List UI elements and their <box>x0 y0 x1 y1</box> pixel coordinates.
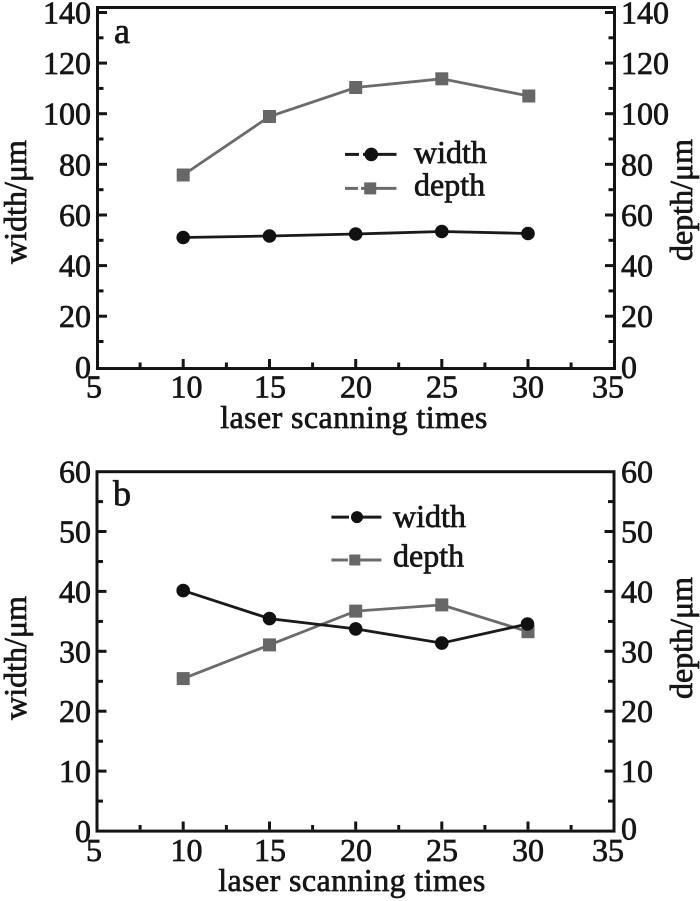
svg-text:60: 60 <box>621 197 653 233</box>
svg-text:depth: depth <box>414 167 485 203</box>
svg-text:60: 60 <box>621 454 653 490</box>
svg-text:0: 0 <box>75 813 91 849</box>
svg-text:10: 10 <box>621 753 653 789</box>
svg-text:width/μm: width/μm <box>0 140 33 264</box>
svg-text:50: 50 <box>621 514 653 550</box>
svg-text:0: 0 <box>75 349 91 385</box>
svg-text:100: 100 <box>43 96 91 132</box>
svg-text:40: 40 <box>59 248 91 284</box>
svg-text:140: 140 <box>43 0 91 31</box>
svg-text:depth/μm: depth/μm <box>663 139 699 261</box>
svg-text:140: 140 <box>621 0 669 31</box>
svg-text:60: 60 <box>59 197 91 233</box>
svg-text:100: 100 <box>621 96 669 132</box>
svg-text:30: 30 <box>512 369 544 405</box>
svg-text:120: 120 <box>621 45 669 81</box>
svg-text:50: 50 <box>59 514 91 550</box>
svg-text:20: 20 <box>59 298 91 334</box>
svg-text:35: 35 <box>592 369 624 405</box>
svg-text:10: 10 <box>59 753 91 789</box>
svg-text:120: 120 <box>43 45 91 81</box>
svg-text:depth: depth <box>393 538 464 574</box>
svg-text:0: 0 <box>621 811 637 847</box>
svg-text:10: 10 <box>171 832 203 868</box>
svg-text:20: 20 <box>621 693 653 729</box>
svg-text:20: 20 <box>340 832 372 868</box>
svg-text:0: 0 <box>621 349 637 385</box>
svg-text:laser scanning times: laser scanning times <box>220 399 487 435</box>
svg-text:a: a <box>114 11 130 51</box>
svg-text:laser scanning times: laser scanning times <box>218 862 485 898</box>
svg-text:35: 35 <box>592 832 624 868</box>
svg-text:20: 20 <box>59 693 91 729</box>
svg-text:width/μm: width/μm <box>0 596 33 720</box>
svg-text:40: 40 <box>621 248 653 284</box>
svg-text:depth/μm: depth/μm <box>663 577 699 699</box>
svg-text:20: 20 <box>340 369 372 405</box>
svg-text:20: 20 <box>621 298 653 334</box>
svg-text:b: b <box>113 474 131 514</box>
svg-text:40: 40 <box>621 573 653 609</box>
svg-text:80: 80 <box>59 146 91 182</box>
svg-text:25: 25 <box>426 832 458 868</box>
svg-text:5: 5 <box>86 369 102 405</box>
svg-text:40: 40 <box>59 573 91 609</box>
svg-text:15: 15 <box>254 369 286 405</box>
svg-text:60: 60 <box>59 454 91 490</box>
svg-text:5: 5 <box>86 832 102 868</box>
svg-text:80: 80 <box>621 146 653 182</box>
svg-text:30: 30 <box>512 832 544 868</box>
svg-text:25: 25 <box>426 369 458 405</box>
svg-text:30: 30 <box>59 633 91 669</box>
svg-text:30: 30 <box>621 633 653 669</box>
svg-text:10: 10 <box>171 369 203 405</box>
svg-text:width: width <box>414 134 487 170</box>
svg-text:width: width <box>393 498 466 534</box>
svg-text:15: 15 <box>254 832 286 868</box>
